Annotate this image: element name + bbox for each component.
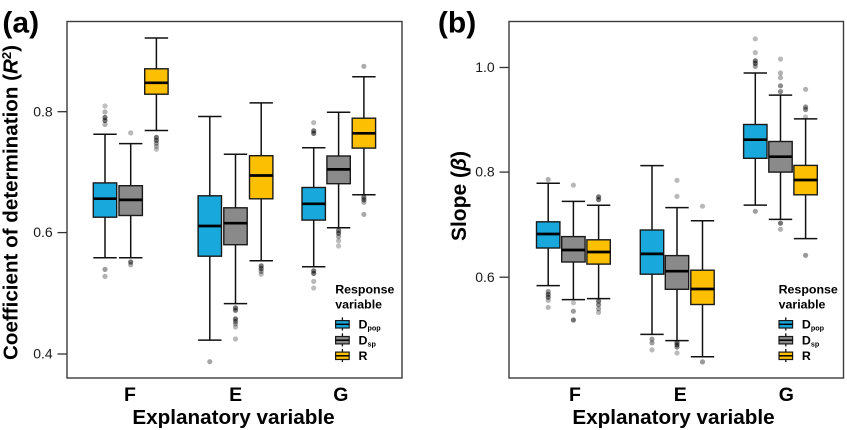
svg-text:Explanatory variable: Explanatory variable <box>132 406 334 429</box>
svg-text:Response: Response <box>335 282 394 296</box>
svg-text:G: G <box>779 384 794 406</box>
svg-text:F: F <box>124 384 136 406</box>
svg-text:0.8: 0.8 <box>33 103 53 119</box>
svg-text:(a): (a) <box>2 6 39 39</box>
svg-text:Explanatory variable: Explanatory variable <box>572 406 774 429</box>
svg-text:E: E <box>674 384 687 406</box>
svg-text:Response: Response <box>779 282 838 296</box>
svg-text:1.0: 1.0 <box>475 59 495 75</box>
svg-text:variable: variable <box>779 298 826 312</box>
svg-text:R: R <box>802 349 811 363</box>
svg-text:0.8: 0.8 <box>475 164 495 180</box>
svg-text:0.6: 0.6 <box>475 269 495 285</box>
svg-text:(b): (b) <box>438 6 476 39</box>
svg-text:Slope (β): Slope (β) <box>448 151 471 241</box>
svg-text:0.6: 0.6 <box>33 224 53 240</box>
svg-text:F: F <box>569 384 581 406</box>
svg-text:variable: variable <box>335 298 382 312</box>
svg-text:G: G <box>333 384 348 406</box>
svg-text:R: R <box>359 349 368 363</box>
svg-text:0.4: 0.4 <box>33 346 53 362</box>
svg-text:Coefficient of determination (: Coefficient of determination (R2) <box>0 45 23 360</box>
svg-text:E: E <box>229 384 242 406</box>
